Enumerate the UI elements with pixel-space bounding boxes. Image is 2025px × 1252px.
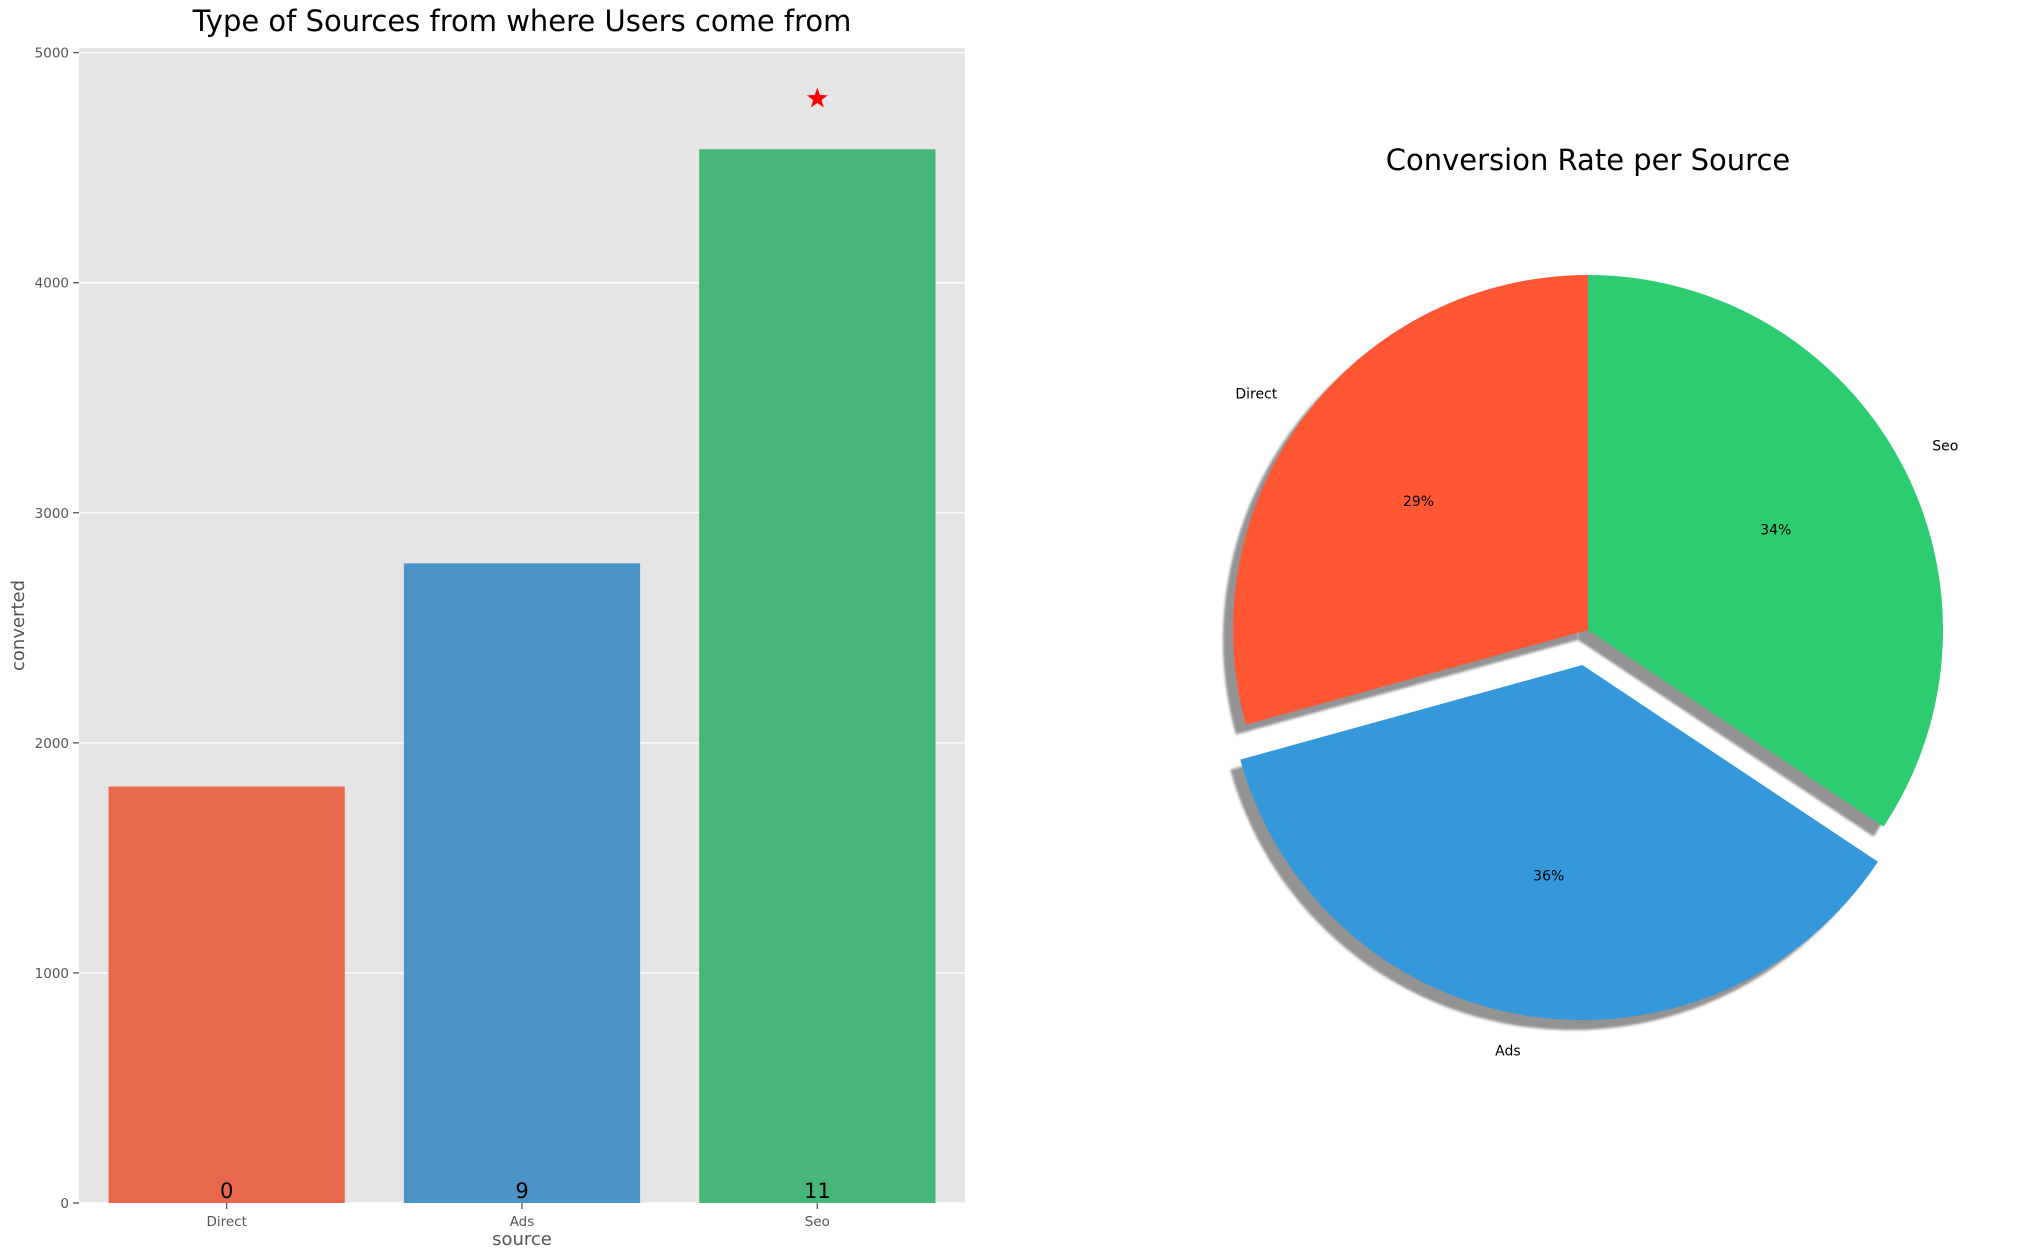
y-tick-label: 5000 (35, 46, 69, 62)
bar-seo (699, 149, 936, 1203)
y-axis-label: converted (8, 580, 29, 671)
pie-slice-ads (1240, 665, 1878, 1021)
x-axis-ticks: Direct Ads Seo (206, 1203, 830, 1230)
pie-slices (1233, 275, 1943, 1021)
bar-data-label: 9 (515, 1179, 528, 1203)
y-tick-label: 4000 (35, 276, 69, 292)
star-marker-group (806, 87, 828, 108)
pie-slice-label: Ads (1495, 1044, 1521, 1060)
y-tick-label: 2000 (35, 736, 69, 752)
y-axis-ticks: 0 1000 2000 3000 4000 5000 (35, 46, 79, 1212)
pie-slice-direct (1233, 275, 1588, 725)
pie-chart-title: Conversion Rate per Source (1386, 143, 1791, 177)
x-tick-label: Direct (206, 1214, 246, 1230)
bar-data-label: 11 (804, 1179, 831, 1203)
y-tick-label: 0 (60, 1196, 69, 1212)
bar-direct (108, 786, 345, 1203)
y-tick-label: 3000 (35, 506, 69, 522)
pie-percent-label: 34% (1760, 522, 1791, 538)
bar-data-label: 0 (220, 1179, 233, 1203)
bar-ads (403, 563, 641, 1203)
pie-percent-labels: 29% 36% 34% (1403, 494, 1791, 884)
y-tick-label: 1000 (35, 966, 69, 982)
pie-slice-seo (1588, 275, 1943, 827)
star-marker (806, 87, 828, 108)
bar-data-labels: 0 9 11 (220, 1179, 831, 1203)
bar-series (108, 149, 936, 1203)
pie-percent-label: 29% (1403, 494, 1434, 510)
bar-chart-title: Type of Sources from where Users come fr… (192, 4, 852, 38)
pie-slice-label: Seo (1932, 439, 1958, 455)
pie-slice-label: Direct (1235, 387, 1277, 403)
pie-percent-label: 36% (1533, 868, 1564, 884)
x-tick-label: Seo (805, 1214, 830, 1230)
x-tick-label: Ads (510, 1214, 535, 1230)
pie-chart: Direct Ads Seo 29% 36% 34% Conversion Rate p… (1223, 143, 1958, 1060)
pie-slice-labels: Direct Ads Seo (1235, 387, 1958, 1060)
x-axis-label: source (492, 1229, 552, 1250)
